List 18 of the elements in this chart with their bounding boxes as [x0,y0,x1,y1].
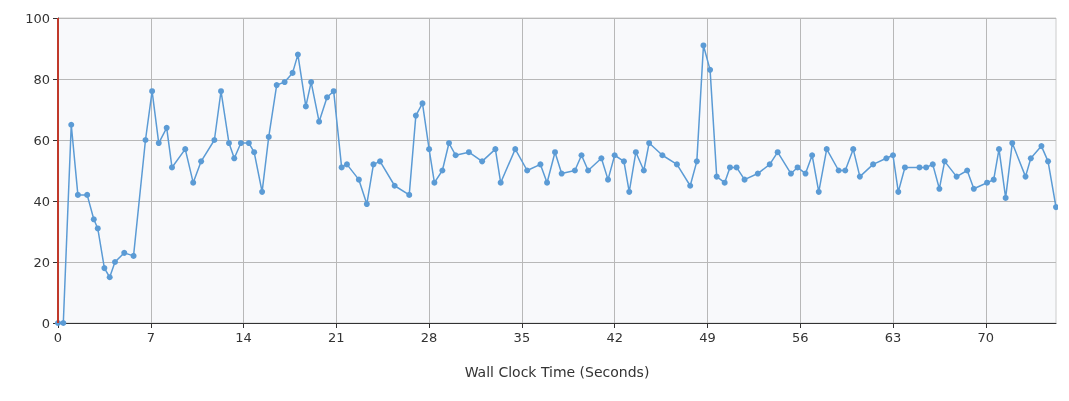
x-axis-title: Wall Clock Time (Seconds) [464,364,650,380]
x-tick-label: 70 [977,330,995,345]
x-tick-label: 14 [235,330,252,345]
y-tick-label: 100 [25,10,50,26]
x-tick-label: 42 [606,330,623,345]
x-tick-label: 0 [53,330,63,345]
x-tick-label: 7 [146,330,155,345]
x-tick-label: 63 [884,330,902,345]
y-tick-label: 80 [33,71,50,87]
y-tick-label: 20 [33,254,50,270]
x-tick-label: 21 [328,330,345,345]
x-tick-label: 56 [791,330,809,345]
x-tick-label: 35 [513,330,531,345]
y-tick-label: 0 [41,315,50,331]
y-tick-label: 40 [33,193,50,209]
x-tick-label: 28 [420,330,438,345]
x-tick-label: 49 [699,330,716,345]
y-tick-label: 60 [33,132,50,148]
